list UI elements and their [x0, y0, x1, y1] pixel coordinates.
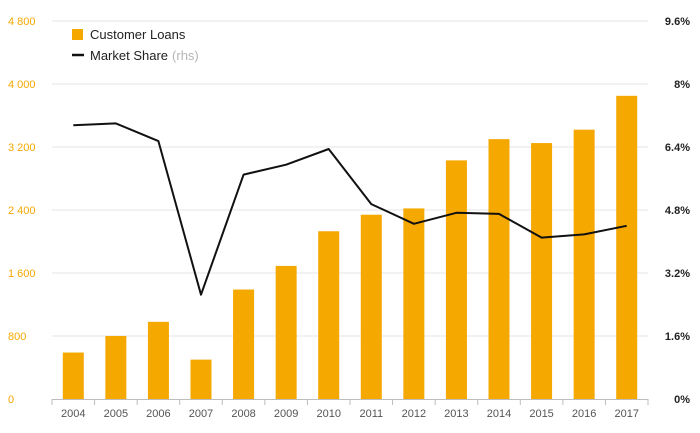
bar-2011	[360, 214, 382, 399]
legend-label-market-share: Market Share (rhs)	[90, 48, 199, 63]
x-axis-tick-label: 2014	[487, 408, 511, 420]
left-axis-tick-label: 2 400	[8, 205, 36, 217]
bar-2014	[488, 139, 510, 399]
bar-2013	[445, 160, 467, 399]
x-axis-tick-label: 2016	[572, 408, 596, 420]
legend-market-share-name: Market Share	[90, 48, 168, 63]
bar-2005	[105, 336, 127, 399]
bar-2008	[233, 289, 255, 399]
bar-2004	[62, 352, 84, 399]
right-axis-tick-label: 3.2%	[665, 268, 690, 280]
bar-2012	[403, 208, 425, 399]
left-axis-tick-label: 3 200	[8, 142, 36, 154]
legend-market-share-suffix: (rhs)	[172, 48, 199, 63]
x-axis-tick-label: 2006	[146, 408, 170, 420]
market-share-line-group	[73, 122, 627, 296]
bar-2017	[616, 95, 638, 399]
bar-2016	[573, 129, 595, 400]
legend: Customer Loans Market Share (rhs)	[72, 27, 199, 63]
x-axis-tick-label: 2007	[189, 408, 213, 420]
bar-2015	[531, 143, 553, 399]
legend-label-customer-loans: Customer Loans	[90, 27, 186, 42]
x-axis-tick-label: 2009	[274, 408, 298, 420]
x-axis-tick-label: 2008	[231, 408, 255, 420]
right-axis-tick-label: 0%	[674, 394, 690, 406]
x-axis: 2004 2005 2006 2007 2008 2009 2010 2011 2012 2013…	[51, 399, 649, 420]
left-axis-tick-label: 0	[8, 394, 14, 406]
left-axis-ticks: 0 800 1 600 2 400 3 200 4 000 4 800	[8, 16, 36, 406]
left-axis-tick-label: 4 000	[8, 79, 36, 91]
bar-2010	[318, 231, 340, 399]
bar-2007	[190, 359, 212, 399]
gridlines	[52, 20, 648, 337]
x-axis-tick-label: 2004	[61, 408, 85, 420]
right-axis-tick-label: 6.4%	[665, 142, 690, 154]
right-axis-tick-label: 8%	[674, 79, 690, 91]
x-axis-tick-label: 2017	[614, 408, 638, 420]
bar-2006	[147, 321, 169, 399]
left-axis-tick-label: 800	[8, 331, 26, 343]
x-axis-tick-label: 2010	[316, 408, 340, 420]
market-share-line	[73, 122, 627, 296]
x-axis-tick-label: 2005	[104, 408, 128, 420]
x-axis-tick-label: 2011	[359, 408, 383, 420]
right-axis-tick-label: 4.8%	[665, 205, 690, 217]
legend-swatch-customer-loans	[72, 29, 83, 40]
x-axis-tick-label: 2012	[402, 408, 426, 420]
right-axis-ticks: 0% 1.6% 3.2% 4.8% 6.4% 8% 9.6%	[665, 16, 690, 406]
right-axis-tick-label: 1.6%	[665, 331, 690, 343]
x-axis-tick-label: 2015	[529, 408, 553, 420]
left-axis-tick-label: 1 600	[8, 268, 36, 280]
customer-loans-bars	[62, 95, 638, 400]
bar-2009	[275, 265, 297, 399]
x-axis-tick-label: 2013	[444, 408, 468, 420]
left-axis-tick-label: 4 800	[8, 16, 36, 28]
right-axis-tick-label: 9.6%	[665, 16, 690, 28]
